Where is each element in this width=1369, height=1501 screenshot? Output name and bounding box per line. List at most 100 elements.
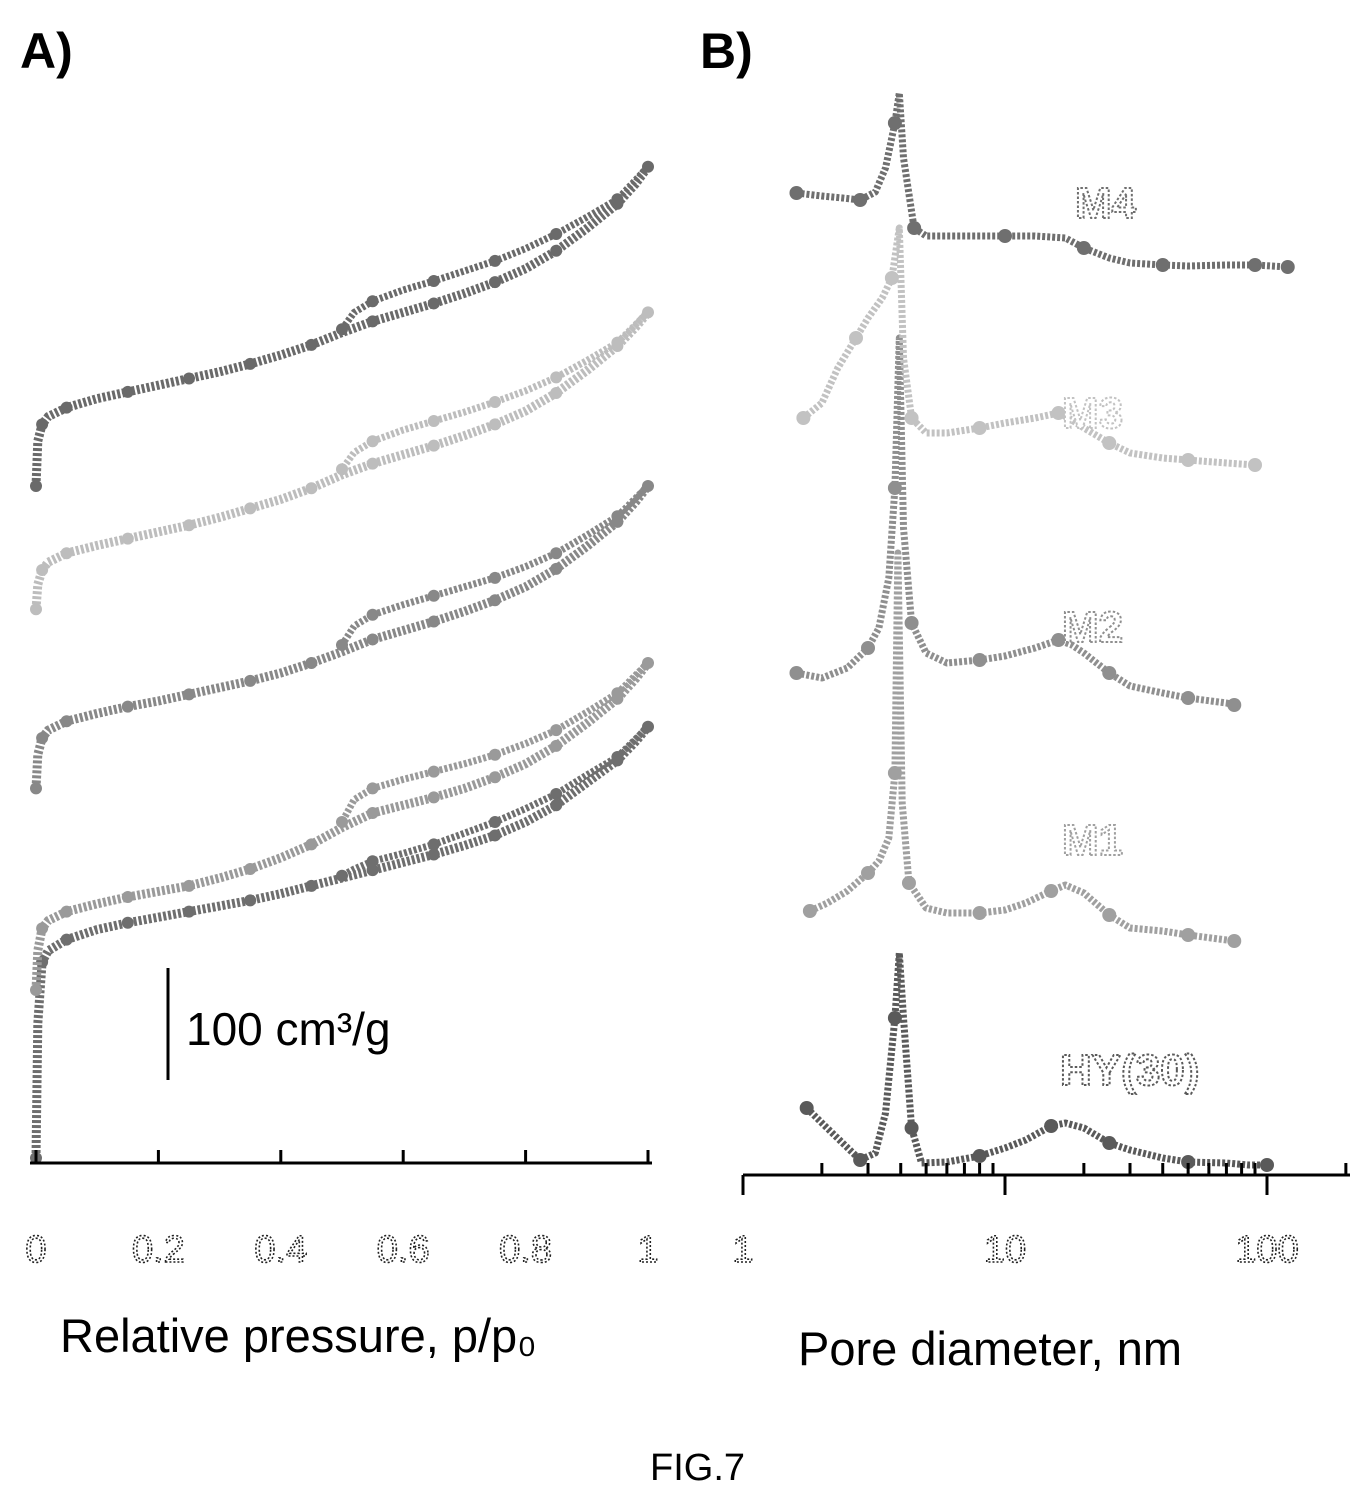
psd-point	[904, 1121, 919, 1135]
isotherm-point	[336, 869, 348, 882]
psd-point	[1076, 241, 1091, 255]
isotherm-point	[427, 297, 440, 310]
psd-point	[861, 866, 876, 880]
isotherm-point	[121, 532, 134, 545]
desorption-branch-m2	[339, 483, 651, 647]
isotherm-point	[642, 306, 654, 319]
psd-point	[849, 331, 864, 345]
isotherm-point	[642, 480, 654, 492]
isotherm-point	[489, 396, 501, 408]
x-tick-label: 0.8	[499, 1229, 552, 1271]
series-label-m3: M3	[1062, 389, 1123, 438]
isotherm-point	[60, 905, 73, 918]
panel-a-x-axis-title: Relative pressure, p/p₀	[60, 1309, 537, 1362]
psd-point	[1181, 691, 1196, 705]
psd-point	[1248, 458, 1263, 472]
isotherm-point	[611, 751, 624, 764]
psd-point	[1181, 928, 1196, 942]
isotherm-point	[489, 816, 501, 828]
panel-b-x-axis-title: Pore diameter, nm	[798, 1322, 1182, 1375]
isotherm-point	[489, 418, 501, 431]
isotherm-point	[550, 739, 563, 752]
psd-point	[1044, 1119, 1059, 1133]
psd-point	[1044, 884, 1059, 898]
x-tick-label: 100	[1235, 1229, 1298, 1271]
isotherm-point	[489, 771, 501, 784]
psd-point	[1051, 633, 1066, 647]
isotherm-point	[489, 829, 501, 842]
x-tick-label: 0.4	[254, 1229, 307, 1271]
x-tick-label: 10	[984, 1229, 1026, 1271]
isotherm-point	[366, 315, 379, 328]
isotherm-point	[550, 244, 563, 257]
psd-point	[887, 481, 902, 495]
psd-point	[1102, 436, 1117, 450]
isotherm-point	[183, 688, 195, 701]
psd-point	[907, 221, 922, 235]
figure-caption: FIG.7	[650, 1447, 745, 1489]
isotherm-point	[427, 848, 440, 861]
isotherm-point	[121, 385, 134, 398]
psd-point	[998, 229, 1012, 243]
isotherm-point	[642, 656, 654, 669]
psd-point	[887, 766, 902, 780]
x-tick-label: 0.6	[377, 1229, 430, 1271]
psd-point	[861, 641, 876, 655]
isotherm-point	[30, 984, 42, 996]
psd-point	[1248, 258, 1263, 272]
isotherm-point	[366, 633, 379, 646]
isotherm-point	[550, 228, 563, 240]
psd-m1	[802, 549, 1242, 948]
psd-line-m3	[801, 224, 1256, 469]
psd-m4	[789, 89, 1295, 274]
isotherm-point	[305, 838, 318, 851]
psd-point	[972, 653, 987, 667]
isotherm-point	[611, 687, 624, 700]
panel-b-label: B)	[700, 23, 753, 79]
isotherm-point	[244, 894, 257, 907]
isotherm-point	[642, 720, 654, 733]
isotherm-point	[611, 193, 624, 206]
isotherm-point	[550, 547, 563, 560]
psd-point	[901, 876, 916, 890]
isotherm-point	[36, 922, 49, 935]
isotherm-m2	[30, 480, 654, 795]
isotherm-point	[183, 519, 195, 532]
series-label-m1: M1	[1062, 816, 1123, 865]
isotherm-point	[427, 615, 440, 628]
psd-point	[853, 1153, 868, 1167]
isotherm-point	[427, 415, 440, 428]
psd-point	[1181, 1155, 1196, 1169]
isotherm-point	[60, 547, 73, 560]
isotherm-point	[36, 418, 49, 431]
psd-line-m4	[796, 89, 1288, 271]
psd-point	[1227, 934, 1242, 948]
psd-m3	[796, 224, 1263, 472]
psd-point	[1181, 453, 1196, 467]
psd-point	[796, 411, 811, 425]
isotherm-point	[489, 594, 501, 607]
isotherm-point	[305, 879, 318, 892]
isotherm-point	[336, 816, 348, 828]
desorption-branch-hy-30	[340, 724, 651, 879]
isotherm-hy-30	[30, 720, 654, 1164]
psd-point	[1102, 666, 1117, 680]
psd-point	[972, 1149, 987, 1163]
isotherm-point	[489, 748, 501, 761]
panel-a-series-group	[30, 160, 654, 1164]
panel-a: A) 0 0.2 0.4 0.6 0.8 1 100 cm³/g Relative pre…	[20, 23, 659, 1362]
isotherm-point	[336, 323, 348, 336]
isotherm-point	[121, 700, 134, 713]
isotherm-point	[489, 276, 501, 289]
isotherm-point	[366, 608, 379, 621]
desorption-branch-m3	[339, 309, 651, 472]
x-tick-label: 0.2	[132, 1229, 185, 1271]
isotherm-point	[489, 571, 501, 584]
isotherm-point	[366, 295, 379, 308]
panel-b-x-ticks: 1 10 100	[732, 1163, 1348, 1272]
isotherm-m1	[30, 656, 654, 996]
psd-hy-30	[799, 949, 1274, 1172]
isotherm-point	[366, 864, 379, 877]
isotherm-point	[427, 791, 440, 804]
psd-point	[887, 1011, 902, 1025]
